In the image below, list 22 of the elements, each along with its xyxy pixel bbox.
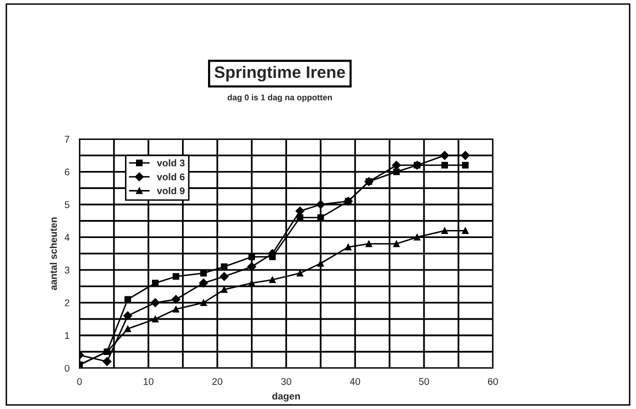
x-tick-label: 10	[144, 378, 154, 385]
x-tick-label: 0	[77, 378, 82, 385]
y-tick-label: 5	[64, 201, 70, 208]
x-tick-label: 40	[350, 378, 360, 385]
y-tick-label: 2	[64, 299, 70, 306]
x-tick-label: 60	[488, 378, 498, 385]
x-axis-title: dagen	[272, 392, 300, 402]
chart-title: Springtime Irene	[214, 66, 346, 82]
y-tick-label: 0	[64, 364, 70, 372]
legend-label: vold 6	[156, 173, 185, 180]
y-tick-label: 4	[64, 234, 70, 241]
legend-label: vold 9	[156, 187, 185, 194]
y-tick-label: 7	[64, 136, 70, 143]
chart-subtitle: dag 0 is 1 dag na oppotten	[228, 94, 332, 102]
y-tick-label: 3	[64, 266, 70, 274]
y-axis-title: aantal scheuten	[50, 217, 57, 290]
legend-label: vold 3	[156, 159, 185, 166]
x-tick-label: 50	[418, 378, 430, 385]
x-tick-label: 30	[281, 378, 292, 385]
x-tick-label: 20	[212, 378, 222, 385]
y-tick-label: 1	[65, 332, 70, 339]
y-tick-label: 6	[64, 168, 70, 176]
